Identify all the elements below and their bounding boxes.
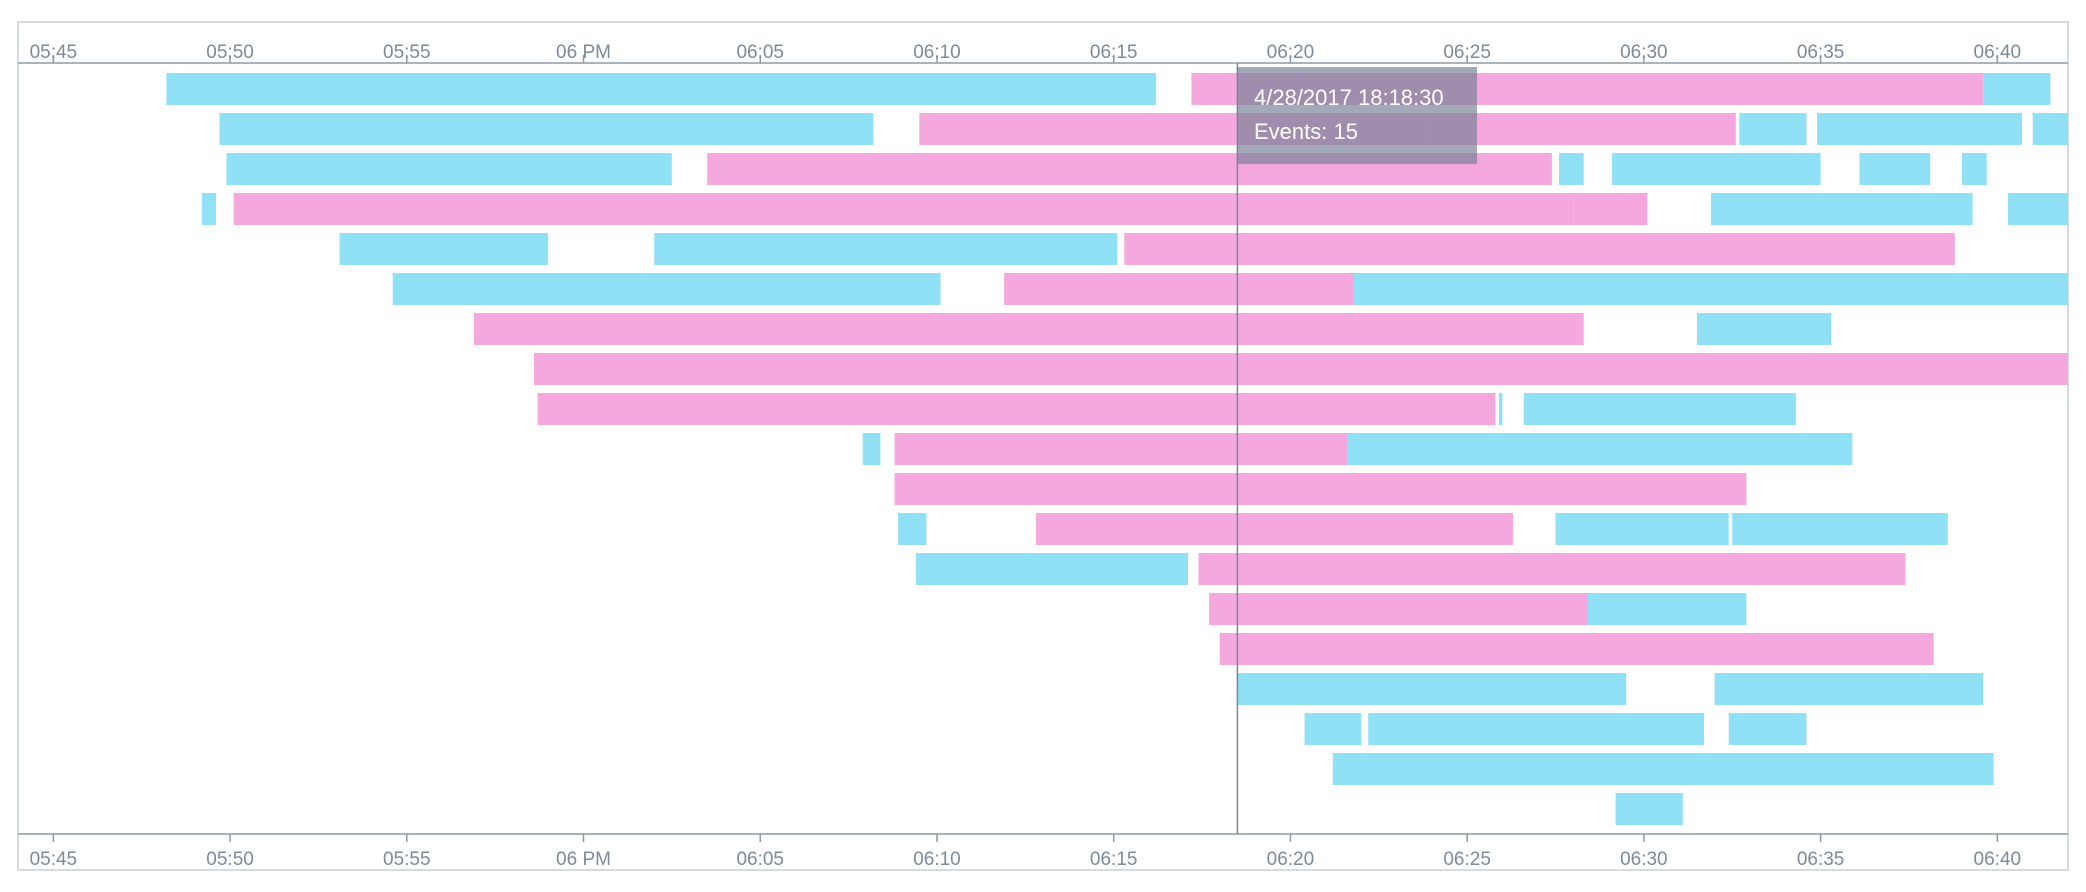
tick-label-bottom-0: 05:45 (30, 849, 78, 870)
tick-label-bottom-1: 05:50 (206, 849, 254, 870)
tick-label-bottom-2: 05:55 (383, 849, 431, 870)
tick-label-bottom-11: 06:40 (1974, 849, 2022, 870)
tick-label-top-0: 05:45 (30, 42, 78, 63)
tick-label-top-6: 06:15 (1090, 42, 1138, 63)
bar-series0-row1-5[interactable] (2032, 113, 2068, 145)
ticks-group: 05:45 05:45 05:50 05:50 05:55 05:55 06 PM 06 PM… (30, 42, 2022, 870)
tick-label-top-2: 05:55 (383, 42, 431, 63)
cursor-tooltip: 4/28/2017 18:18:30 Events: 15 (1237, 67, 1477, 164)
tick-label-top-3: 06 PM (556, 42, 611, 63)
tick-label-bottom-10: 06:35 (1797, 849, 1845, 870)
tick-label-bottom-5: 06:10 (913, 849, 961, 870)
bar-series1-row5-7[interactable] (1004, 273, 1354, 305)
bar-series0-row5-16[interactable] (392, 273, 941, 305)
tick-label-bottom-6: 06:15 (1090, 849, 1138, 870)
tick-label-top-4: 06:05 (736, 42, 784, 63)
bar-series0-row3-12[interactable] (1711, 193, 1973, 225)
bar-series0-row8-19[interactable] (1498, 393, 1503, 425)
tick-label-bottom-9: 06:30 (1620, 849, 1668, 870)
tick-label-top-1: 05:50 (206, 42, 254, 63)
bar-series0-row5-17[interactable] (1347, 273, 2068, 305)
bar-series0-row16-32[interactable] (1728, 713, 1807, 745)
bar-series0-row6-18[interactable] (1696, 313, 1832, 345)
bar-series1-row11-13[interactable] (1035, 513, 1514, 545)
bar-series1-row4-6[interactable] (1124, 233, 1955, 265)
bar-series0-row0-0[interactable] (166, 73, 1157, 105)
tooltip-date: 4/28/2017 18:18:30 (1254, 85, 1444, 110)
bar-series0-row1-2[interactable] (219, 113, 874, 145)
bar-series0-row16-31[interactable] (1368, 713, 1704, 745)
bar-series0-row1-3[interactable] (1739, 113, 1807, 145)
bar-series0-row8-20[interactable] (1523, 393, 1796, 425)
bar-series0-row18-34[interactable] (1615, 793, 1683, 825)
bar-series0-row4-14[interactable] (339, 233, 549, 265)
tick-label-top-7: 06:20 (1267, 42, 1315, 63)
bar-series1-row10-12[interactable] (894, 473, 1747, 505)
bar-series0-row2-7[interactable] (1559, 153, 1584, 185)
bars-group (166, 73, 2068, 825)
bar-series0-row9-21[interactable] (862, 433, 881, 465)
bar-series0-row15-28[interactable] (1237, 673, 1627, 705)
bar-series0-row12-26[interactable] (915, 553, 1188, 585)
tick-label-bottom-7: 06:20 (1267, 849, 1315, 870)
tick-label-bottom-4: 06:05 (736, 849, 784, 870)
bar-series0-row2-9[interactable] (1859, 153, 1931, 185)
bar-series0-row11-25[interactable] (1732, 513, 1948, 545)
bar-series0-row11-24[interactable] (1555, 513, 1729, 545)
bar-series0-row17-33[interactable] (1332, 753, 1994, 785)
bar-series1-row7-9[interactable] (534, 353, 2068, 385)
bar-series1-row3-5[interactable] (1573, 193, 1648, 225)
bar-series0-row4-15[interactable] (654, 233, 1118, 265)
bar-series1-row8-10[interactable] (537, 393, 1496, 425)
bar-series0-row9-22[interactable] (1322, 433, 1853, 465)
bar-series1-row13-15[interactable] (1209, 593, 1588, 625)
bar-series0-row2-8[interactable] (1612, 153, 1821, 185)
tick-label-top-8: 06:25 (1443, 42, 1491, 63)
plot-border (17, 21, 2069, 871)
tick-label-bottom-3: 06 PM (556, 849, 611, 870)
tooltip-events: Events: 15 (1254, 119, 1358, 144)
bar-series0-row2-6[interactable] (226, 153, 672, 185)
bar-series1-row14-16[interactable] (1219, 633, 1934, 665)
tick-label-top-5: 06:10 (913, 42, 961, 63)
bar-series0-row3-11[interactable] (201, 193, 216, 225)
bar-series1-row12-14[interactable] (1198, 553, 1906, 585)
bar-series0-row3-13[interactable] (2007, 193, 2068, 225)
bar-series1-row6-8[interactable] (473, 313, 1584, 345)
tick-label-top-11: 06:40 (1974, 42, 2022, 63)
bar-series0-row2-10[interactable] (1962, 153, 1987, 185)
tick-label-top-10: 06:35 (1797, 42, 1845, 63)
bar-series0-row15-29[interactable] (1714, 673, 1984, 705)
tick-label-top-9: 06:30 (1620, 42, 1668, 63)
bar-series0-row11-23[interactable] (898, 513, 927, 545)
tick-label-bottom-8: 06:25 (1443, 849, 1491, 870)
bar-series0-row0-1[interactable] (1983, 73, 2051, 105)
bar-series0-row16-30[interactable] (1304, 713, 1362, 745)
bar-series1-row1-2[interactable] (1431, 113, 1736, 145)
bar-series1-row3-4[interactable] (233, 193, 1574, 225)
bar-series0-row1-4[interactable] (1817, 113, 2023, 145)
bar-series1-row9-11[interactable] (894, 433, 1347, 465)
